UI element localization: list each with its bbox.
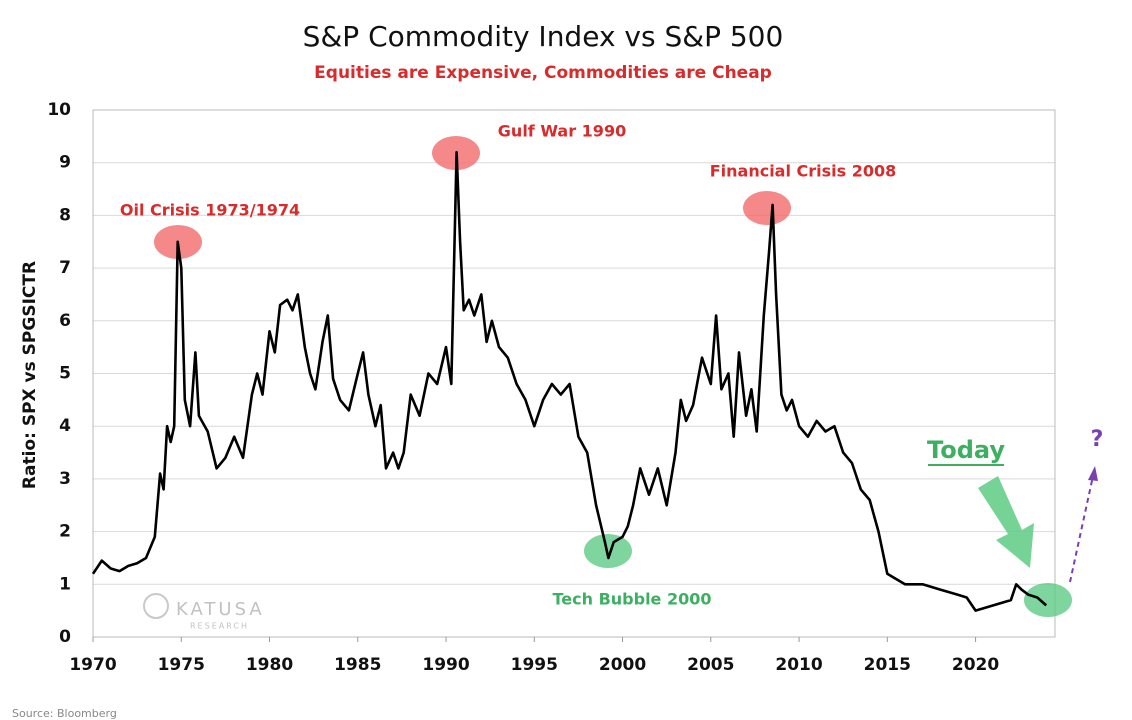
logo: KATUSA RESEARCH [143,593,265,631]
x-tick-label: 2015 [864,655,911,675]
y-tick-label: 8 [59,205,71,225]
y-tick-label: 1 [59,574,71,594]
highlight-circle [1024,583,1072,617]
chart-subtitle: Equities are Expensive, Commodities are … [314,63,772,83]
annotation: Oil Crisis 1973/1974 [120,201,300,220]
x-tick-label: 1970 [69,655,116,675]
y-tick-label: 3 [59,469,71,489]
future-arrow [1069,475,1094,583]
annotation: Today [927,436,1005,464]
plot-frame [92,109,1056,638]
source: Source: Bloomberg [12,707,117,720]
y-tick-label: 2 [59,522,71,542]
y-tick-label: 7 [59,258,71,278]
y-axis-label: Ratio: SPX vs SPGSICTR [20,261,40,489]
x-tick-label: 1985 [334,655,381,675]
x-tick-label: 2020 [952,655,999,675]
x-tick-label: 1975 [158,655,205,675]
y-tick-label: 0 [59,627,71,647]
x-tick-label: 1995 [511,655,558,675]
logo-icon [143,593,169,619]
annotation: Gulf War 1990 [498,122,626,141]
annotation: Tech Bubble 2000 [552,590,711,609]
y-tick-label: 5 [59,364,71,384]
highlight-circle [743,191,791,225]
y-tick-label: 9 [59,153,71,173]
data-line [91,150,1048,612]
x-tick-label: 1990 [422,655,469,675]
y-tick-label: 4 [59,416,71,436]
logo-name: KATUSA [176,599,265,620]
chart-title: S&P Commodity Index vs S&P 500 [303,20,784,53]
logo-sub: RESEARCH [190,622,249,631]
y-tick-label: 10 [47,100,71,120]
annotation: ? [1091,427,1104,452]
x-tick-label: 1980 [246,655,293,675]
y-tick-label: 6 [59,311,71,331]
future-arrowhead [1088,466,1098,481]
today-arrow [978,476,1034,568]
annotation: Financial Crisis 2008 [710,162,897,181]
x-tick-label: 2005 [687,655,734,675]
x-tick-label: 2010 [775,655,822,675]
x-tick-label: 2000 [599,655,646,675]
